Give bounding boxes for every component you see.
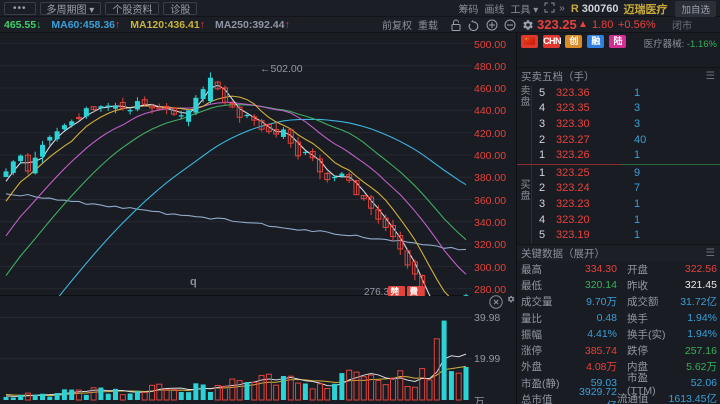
svg-text:✕: ✕ [493,298,500,307]
svg-text:棾: 棾 [391,287,400,297]
svg-text:q: q [190,276,197,288]
svg-text:費: 費 [409,287,419,297]
svg-text:←502.00: ←502.00 [260,63,303,75]
